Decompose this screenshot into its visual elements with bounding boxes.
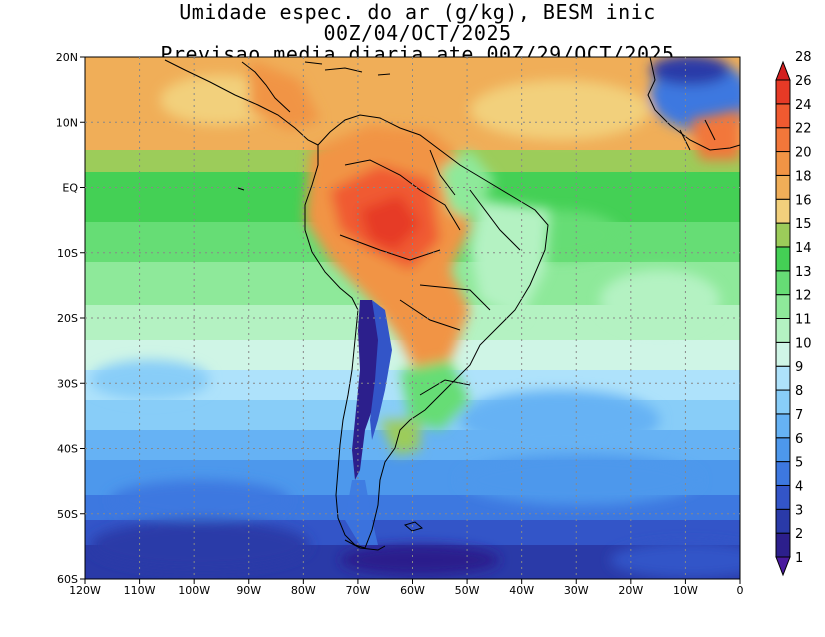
lat-tick-label: EQ xyxy=(62,182,78,195)
colorbar-label: 2 xyxy=(795,527,803,542)
longitude-axis: 120W 110W 100W 90W 80W 70W 60W 50W 40W 30W 20W 10W 0 xyxy=(69,579,744,597)
colorbar-label: 8 xyxy=(795,384,803,399)
colorbar-label: 9 xyxy=(795,360,803,375)
colorbar-swatch xyxy=(775,151,791,176)
lon-tick-label: 0 xyxy=(737,584,744,597)
lon-tick-label: 100W xyxy=(178,584,210,597)
lon-tick-label: 70W xyxy=(345,584,370,597)
lon-tick-label: 40W xyxy=(509,584,534,597)
lon-tick-label: 90W xyxy=(236,584,261,597)
coastlines xyxy=(164,57,740,551)
colorbar-swatch xyxy=(775,294,791,319)
colorbar-label: 3 xyxy=(795,503,803,518)
colorbar-swatch xyxy=(775,365,791,391)
colorbar-swatch xyxy=(775,246,791,272)
colorbar-label: 4 xyxy=(795,479,803,494)
colorbar-swatch xyxy=(775,174,791,200)
colorbar-swatch xyxy=(775,318,791,343)
lon-tick-label: 30W xyxy=(564,584,589,597)
lon-tick-label: 60W xyxy=(400,584,425,597)
colorbar-swatch xyxy=(775,79,791,105)
colorbar-min-arrow xyxy=(775,556,791,577)
colorbar-label: 11 xyxy=(795,313,812,328)
colorbar-swatch xyxy=(775,127,791,153)
colorbar-label: 16 xyxy=(795,193,812,208)
lat-tick-label: 40S xyxy=(57,443,78,456)
colorbar-label: 28 xyxy=(795,50,812,65)
colorbar-label: 15 xyxy=(795,217,812,232)
lon-tick-label: 110W xyxy=(124,584,156,597)
lat-tick-label: 20S xyxy=(57,312,78,325)
colorbar-label: 12 xyxy=(795,289,812,304)
lat-tick-label: 10S xyxy=(57,247,78,260)
colorbar-swatch xyxy=(775,270,791,296)
lon-tick-label: 10W xyxy=(673,584,698,597)
colorbar-label: 13 xyxy=(795,265,812,280)
lat-tick-label: 50S xyxy=(57,508,78,521)
colorbar-swatch xyxy=(775,461,791,486)
lon-tick-label: 50W xyxy=(455,584,480,597)
colorbar-swatch xyxy=(775,508,791,534)
colorbar-label: 24 xyxy=(795,98,812,113)
colorbar-label: 5 xyxy=(795,456,803,471)
lon-tick-label: 20W xyxy=(618,584,643,597)
colorbar-label: 18 xyxy=(795,169,812,184)
colorbar-label: 10 xyxy=(795,336,812,351)
title-line-1: Umidade espec. do ar (g/kg), BESM inic 0… xyxy=(179,0,656,45)
colorbar-label: 26 xyxy=(795,74,812,89)
colorbar-label: 1 xyxy=(795,551,803,566)
colorbar-swatch xyxy=(775,532,791,558)
colorbar-swatch xyxy=(775,484,791,510)
colorbar-max-arrow xyxy=(775,60,791,81)
colorbar-label: 14 xyxy=(795,241,812,256)
colorbar-label: 6 xyxy=(795,432,803,447)
graticule xyxy=(85,57,740,579)
lat-tick-label: 60S xyxy=(57,573,78,586)
humidity-field xyxy=(85,57,740,579)
colorbar-swatch xyxy=(775,222,791,248)
lat-tick-label: 10N xyxy=(56,116,78,129)
colorbar-swatch xyxy=(775,103,791,129)
lon-tick-label: 80W xyxy=(291,584,316,597)
lat-tick-label: 30S xyxy=(57,377,78,390)
colorbar-swatch xyxy=(775,341,791,367)
colorbar-swatch xyxy=(775,437,791,463)
colorbar-label: 20 xyxy=(795,146,812,161)
colorbar-swatch xyxy=(775,389,791,415)
colorbar-label: 22 xyxy=(795,122,812,137)
lon-tick-label: 120W xyxy=(69,584,101,597)
lat-tick-label: 20N xyxy=(56,51,78,64)
colorbar-label: 7 xyxy=(795,408,803,423)
latitude-axis: 20N 10N EQ 10S 20S 30S 40S 50S 60S xyxy=(56,51,85,586)
colorbar-swatch xyxy=(775,198,791,224)
colorbar-swatch xyxy=(775,413,791,439)
